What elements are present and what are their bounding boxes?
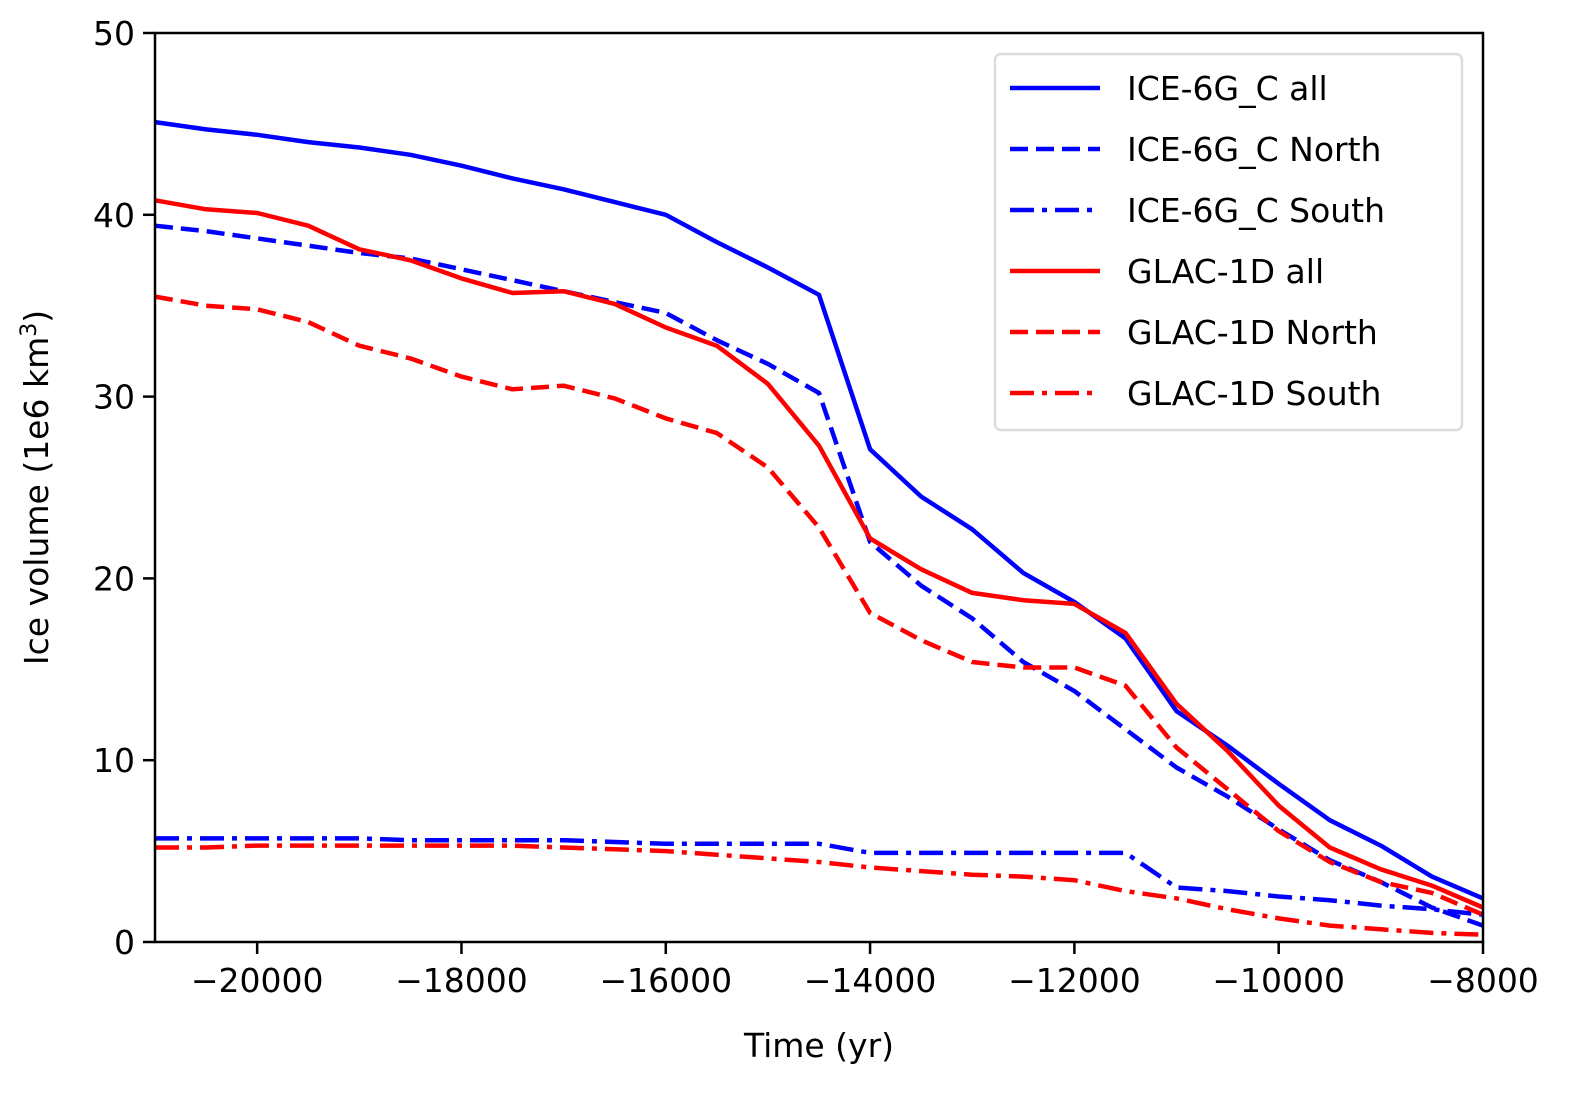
legend-label: GLAC-1D South <box>1127 374 1381 413</box>
axes-frame <box>153 31 1485 944</box>
y-tick-label: 0 <box>114 923 135 962</box>
x-axis-label: Time (yr) <box>743 1026 894 1065</box>
y-tick-label: 10 <box>93 741 135 780</box>
legend-item-ice-6g-c-north: ICE-6G_C North <box>1010 130 1381 169</box>
x-tick-label: −12000 <box>1008 961 1141 1000</box>
x-tick-label: −14000 <box>804 961 937 1000</box>
series-line-glac-1d-south <box>155 843 1484 937</box>
y-axis-label-close: ) <box>17 310 56 323</box>
x-tick-label: −16000 <box>599 961 732 1000</box>
legend-item-glac-1d-all: GLAC-1D all <box>1010 252 1324 291</box>
legend: ICE-6G_C all ICE-6G_C North ICE-6G_C South… <box>993 52 1464 432</box>
series-line-ice-6g-c-all <box>154 119 1484 901</box>
x-axis: −20000 −18000 −16000 −14000 −12000 −10000 −800… <box>191 942 1539 1000</box>
y-axis: 0 10 20 30 40 50 <box>93 14 155 962</box>
legend-item-ice-6g-c-all: ICE-6G_C all <box>1010 69 1328 108</box>
y-tick-label: 50 <box>93 14 135 53</box>
series-line-ice-6g-c-south <box>155 836 1484 917</box>
y-axis-label: Ice volume (1e6 km3) <box>17 310 56 665</box>
legend-item-glac-1d-south: GLAC-1D South <box>1010 374 1381 413</box>
y-axis-label-main: Ice volume (1e6 km <box>17 337 56 665</box>
x-tick-label: −18000 <box>395 961 528 1000</box>
series-line-glac-1d-north <box>154 294 1484 917</box>
legend-label: GLAC-1D North <box>1127 313 1378 352</box>
y-tick-label: 40 <box>93 196 135 235</box>
x-tick-label: −8000 <box>1427 961 1539 1000</box>
legend-label: ICE-6G_C South <box>1127 191 1385 230</box>
legend-label: ICE-6G_C North <box>1127 130 1381 169</box>
legend-item-glac-1d-north: GLAC-1D North <box>1010 313 1378 352</box>
legend-item-ice-6g-c-south: ICE-6G_C South <box>1010 191 1385 230</box>
legend-box <box>993 52 1464 432</box>
legend-label: ICE-6G_C all <box>1127 69 1328 108</box>
y-tick-label: 20 <box>93 559 135 598</box>
y-axis-label-superscript: 3 <box>17 323 42 337</box>
x-tick-label: −10000 <box>1212 961 1345 1000</box>
series-line-glac-1d-all <box>154 198 1484 910</box>
legend-label: GLAC-1D all <box>1127 252 1324 291</box>
series-layer <box>154 119 1484 937</box>
y-tick-label: 30 <box>93 378 135 417</box>
x-tick-label: −20000 <box>191 961 324 1000</box>
